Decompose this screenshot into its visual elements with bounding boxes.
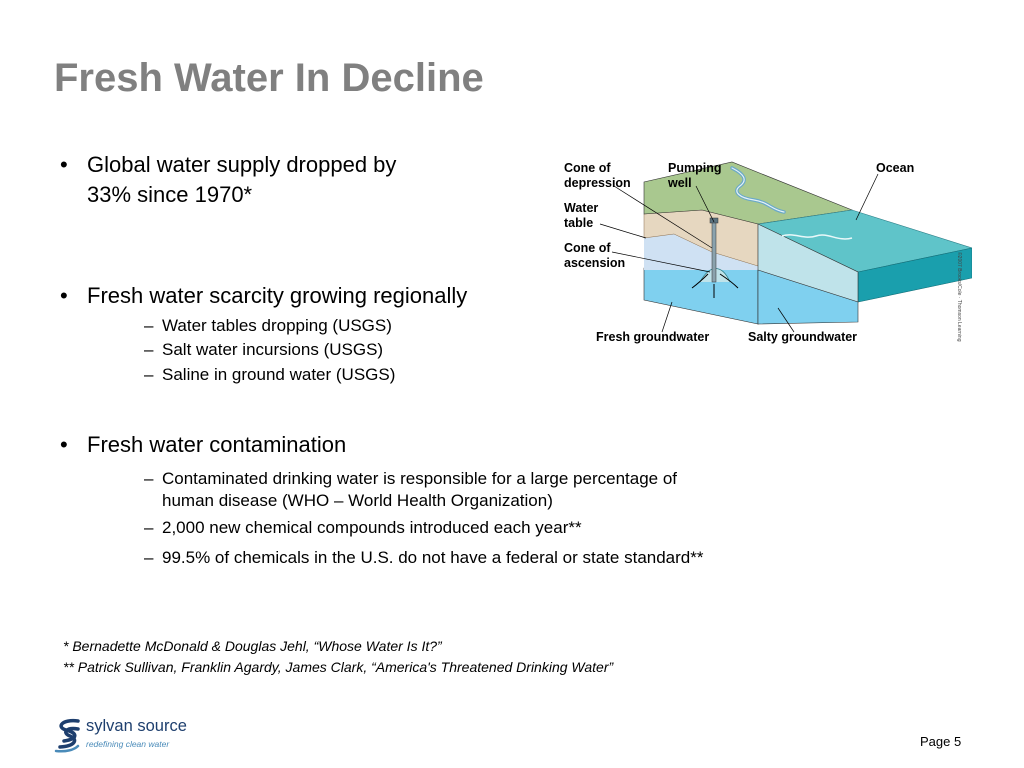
label-pumping-well-2: well (667, 176, 692, 190)
sub-bullet-contaminated-water: – Contaminated drinking water is respons… (144, 468, 677, 512)
sub-bullet-line: 99.5% of chemicals in the U.S. do not ha… (162, 548, 704, 567)
sub-bullet-marker: – (144, 365, 154, 384)
leader-cone-of-ascension (611, 251, 711, 273)
bullet-fresh-water-contamination: • Fresh water contamination (60, 430, 346, 460)
label-water-table-2: table (564, 216, 593, 230)
sub-bullet-line: Water tables dropping (USGS) (162, 316, 392, 335)
pumping-well-shaft (711, 219, 717, 283)
page-number: Page 5 (920, 734, 962, 749)
bullet-line: 33% since 1970* (87, 182, 253, 207)
sub-bullet-saline: – Saline in ground water (USGS) (144, 364, 395, 386)
river-bank-path (731, 167, 785, 213)
label-cone-of-ascension-2: ascension (564, 256, 625, 270)
bullet-line: Fresh water scarcity growing regionally (87, 283, 468, 308)
slide-title: Fresh Water In Decline (54, 56, 484, 100)
label-salty-groundwater: Salty groundwater (748, 330, 857, 344)
sub-bullet-chemical-standards: – 99.5% of chemicals in the U.S. do not … (144, 547, 704, 569)
groundwater-diagram: Cone of depression Pumping well Ocean Wa… (564, 161, 972, 344)
leader-water-table (599, 223, 647, 239)
sub-bullet-marker: – (144, 548, 154, 567)
sub-bullet-chemical-compounds: – 2,000 new chemical compounds introduce… (144, 517, 582, 539)
sub-bullet-line: human disease (WHO – World Health Organi… (162, 491, 553, 510)
sub-bullet-marker: – (144, 469, 154, 488)
label-ocean: Ocean (876, 161, 914, 175)
bullet-fresh-water-scarcity: • Fresh water scarcity growing regionall… (60, 281, 467, 311)
sub-bullet-water-tables: – Water tables dropping (USGS) (144, 315, 392, 337)
leader-pumping-well (695, 185, 715, 223)
logo-tagline: redefining clean water (86, 739, 170, 749)
fresh-groundwater-layer (644, 234, 758, 270)
footnote-1: * Bernadette McDonald & Douglas Jehl, “W… (63, 638, 442, 654)
bullet-line: Global water supply dropped by (87, 152, 397, 177)
label-fresh-groundwater: Fresh groundwater (596, 330, 709, 344)
ocean-wave-line (781, 234, 853, 240)
footnotes: * Bernadette McDonald & Douglas Jehl, “W… (63, 636, 613, 678)
aquifer-lower-face (757, 269, 859, 325)
sub-bullet-marker: – (144, 340, 154, 359)
pumping-well-head (709, 217, 719, 224)
bullet-line: Fresh water contamination (87, 432, 347, 457)
sub-bullet-line: Salt water incursions (USGS) (162, 340, 384, 359)
bullet-marker: • (60, 283, 68, 308)
label-cone-of-depression-1: Cone of (564, 161, 611, 175)
sub-bullet-marker: – (144, 316, 154, 335)
leader-salty-groundwater (777, 307, 795, 333)
footnote-2: ** Patrick Sullivan, Franklin Agardy, Ja… (63, 659, 614, 675)
sub-bullet-line: Saline in ground water (USGS) (162, 365, 396, 384)
label-cone-of-depression-2: depression (564, 176, 631, 190)
bullet-marker: • (60, 152, 68, 177)
bullet-global-water-supply: • Global water supply dropped by 33% sin… (60, 150, 396, 210)
flow-arrow-right (719, 273, 739, 289)
leader-cone-of-depression (613, 185, 713, 249)
label-water-table-1: Water (564, 201, 598, 215)
label-cone-of-ascension-1: Cone of (564, 241, 611, 255)
diagram-copyright-credit: ©2007 Brooks/Cole · Thomson Learning (956, 252, 963, 342)
logo-wave-icon (54, 718, 80, 753)
label-pumping-well-1: Pumping (668, 161, 721, 175)
aquifer-front-face (643, 267, 759, 325)
sub-bullet-salt-water: – Salt water incursions (USGS) (144, 339, 383, 361)
sylvan-source-logo: sylvan source redefining clean water (52, 717, 202, 757)
bullet-marker: • (60, 432, 68, 457)
leader-ocean (855, 173, 879, 221)
flow-arrow-left (691, 273, 709, 289)
sub-bullet-marker: – (144, 518, 154, 537)
sub-bullet-line: Contaminated drinking water is responsib… (162, 469, 678, 488)
leader-fresh-groundwater (661, 301, 673, 333)
sub-bullet-line: 2,000 new chemical compounds introduced … (162, 518, 582, 537)
logo-name: sylvan source (86, 717, 187, 735)
